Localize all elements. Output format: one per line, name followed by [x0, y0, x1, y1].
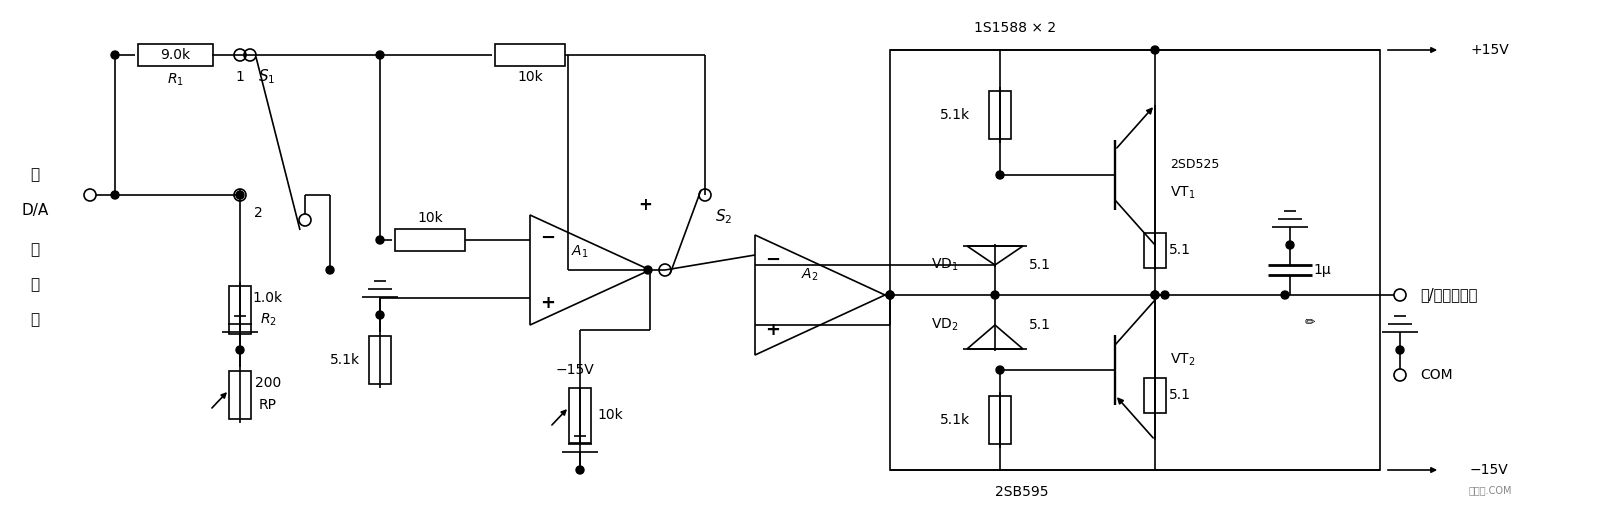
Text: VD$_1$: VD$_1$ — [931, 257, 958, 273]
Text: 1.0k: 1.0k — [254, 291, 283, 305]
Text: +: + — [540, 294, 556, 311]
Circle shape — [995, 171, 1004, 179]
Bar — [989, 396, 1012, 444]
Circle shape — [886, 291, 894, 299]
Circle shape — [1281, 291, 1290, 299]
Text: 1μ: 1μ — [1314, 263, 1332, 277]
Text: VT$_2$: VT$_2$ — [1170, 352, 1196, 368]
Text: 5.1: 5.1 — [1029, 318, 1050, 332]
Bar — [569, 388, 591, 443]
Text: 2SD525: 2SD525 — [1170, 158, 1220, 171]
Circle shape — [377, 51, 385, 59]
Text: −: − — [540, 228, 556, 247]
Text: +: + — [638, 196, 651, 214]
Circle shape — [575, 466, 583, 474]
Text: +: + — [766, 321, 781, 339]
Circle shape — [1396, 346, 1404, 354]
Text: 5.1k: 5.1k — [941, 413, 970, 427]
Text: D/A: D/A — [21, 202, 48, 217]
Text: 5.1: 5.1 — [1168, 243, 1191, 257]
Circle shape — [377, 311, 385, 319]
Bar — [394, 229, 465, 251]
Text: −15V: −15V — [556, 363, 595, 377]
Text: 5.1k: 5.1k — [941, 108, 970, 122]
Bar — [1144, 377, 1167, 413]
Text: 10k: 10k — [598, 408, 622, 422]
Text: +15V: +15V — [1471, 43, 1509, 57]
Text: 2: 2 — [254, 206, 262, 220]
Circle shape — [236, 191, 244, 199]
Text: VD$_2$: VD$_2$ — [931, 317, 958, 333]
Text: RP: RP — [259, 398, 276, 412]
Bar — [989, 91, 1012, 139]
Text: $R_2$: $R_2$ — [260, 312, 276, 328]
Text: 接线图.COM: 接线图.COM — [1469, 485, 1511, 495]
Text: −: − — [766, 251, 781, 269]
Text: 10k: 10k — [517, 70, 543, 84]
Circle shape — [1160, 291, 1168, 299]
Text: ✏: ✏ — [1304, 317, 1315, 330]
Circle shape — [1151, 291, 1159, 299]
Text: $A_2$: $A_2$ — [802, 267, 819, 283]
Circle shape — [886, 291, 894, 299]
Text: 2SB595: 2SB595 — [995, 485, 1049, 499]
Text: 正/负输出电压: 正/负输出电压 — [1420, 288, 1477, 303]
Text: 5.1k: 5.1k — [330, 353, 360, 367]
Circle shape — [112, 51, 120, 59]
Text: 接: 接 — [31, 168, 39, 183]
Text: 200: 200 — [255, 376, 281, 390]
Bar — [229, 371, 250, 419]
Circle shape — [1151, 291, 1159, 299]
Circle shape — [991, 291, 999, 299]
Text: $R_1$: $R_1$ — [166, 72, 184, 88]
Circle shape — [112, 191, 120, 199]
Text: 器: 器 — [31, 312, 39, 327]
Text: −15V: −15V — [1471, 463, 1509, 477]
Bar — [494, 44, 566, 66]
Text: COM: COM — [1420, 368, 1453, 382]
Bar — [1144, 233, 1167, 267]
Text: VT$_1$: VT$_1$ — [1170, 185, 1196, 201]
Text: 转: 转 — [31, 242, 39, 257]
Text: 1S1588 × 2: 1S1588 × 2 — [974, 21, 1057, 35]
Text: 换: 换 — [31, 278, 39, 293]
Text: 1: 1 — [236, 70, 244, 84]
Text: $S_1$: $S_1$ — [259, 67, 275, 86]
Bar — [137, 44, 212, 66]
Circle shape — [1151, 46, 1159, 54]
Circle shape — [995, 366, 1004, 374]
Bar — [890, 50, 1380, 470]
Circle shape — [377, 236, 385, 244]
Text: 5.1: 5.1 — [1029, 258, 1050, 272]
Text: 5.1: 5.1 — [1168, 388, 1191, 402]
Bar — [368, 336, 391, 384]
Circle shape — [326, 266, 335, 274]
Text: 10k: 10k — [417, 211, 443, 225]
Circle shape — [236, 346, 244, 354]
Circle shape — [645, 266, 651, 274]
Text: $S_2$: $S_2$ — [714, 208, 732, 226]
Circle shape — [1286, 241, 1294, 249]
Text: $A_1$: $A_1$ — [572, 244, 588, 260]
Text: 9.0k: 9.0k — [160, 48, 191, 62]
Bar — [229, 286, 250, 334]
